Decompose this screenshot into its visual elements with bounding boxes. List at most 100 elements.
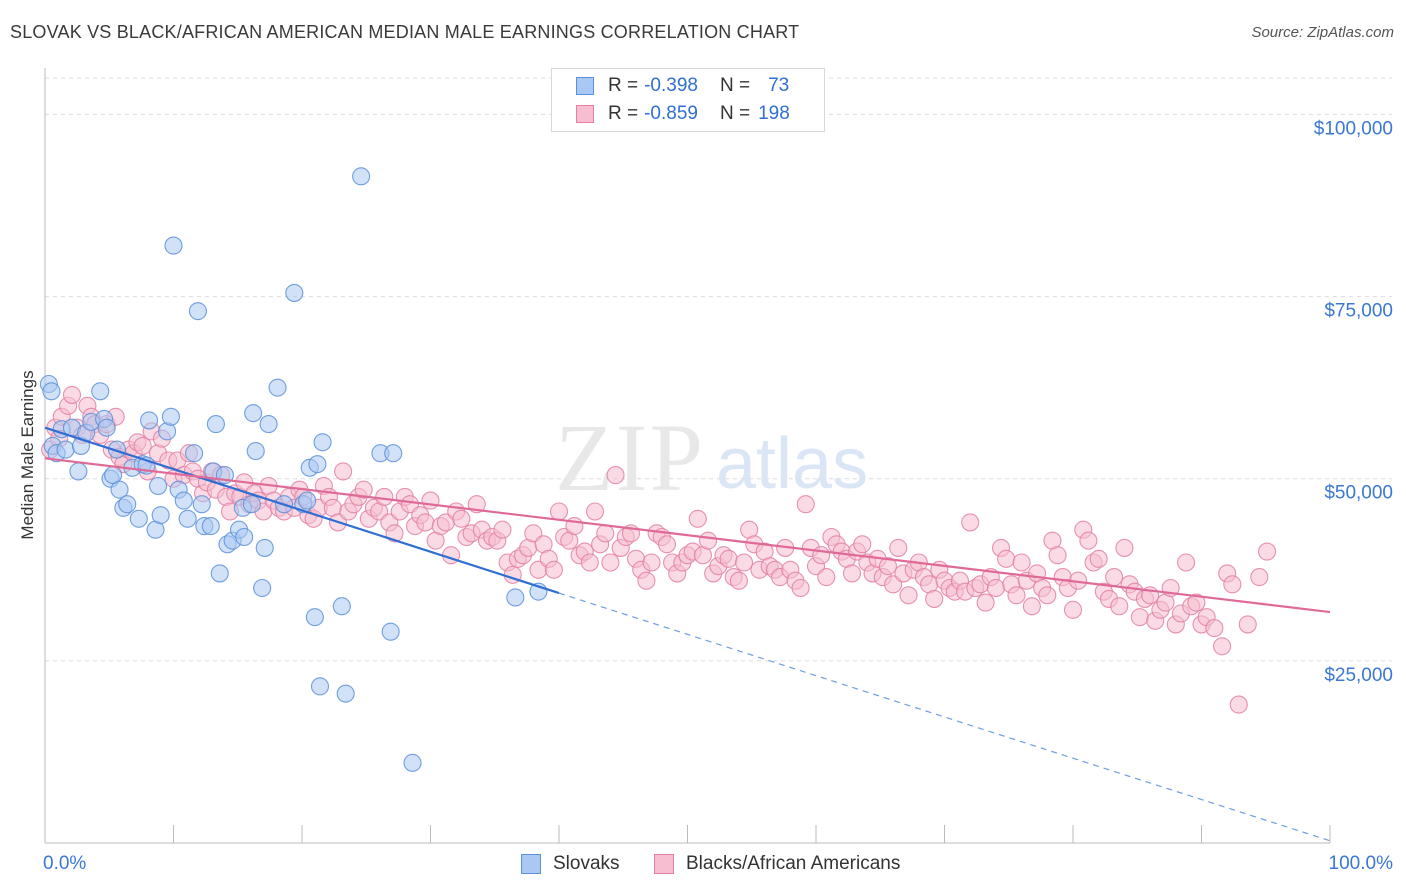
data-point	[796, 495, 815, 514]
data-point	[210, 564, 229, 583]
legend-n-label: N =	[719, 75, 751, 96]
data-point	[298, 491, 317, 510]
data-point	[544, 560, 563, 579]
data-point	[308, 455, 327, 474]
y-tick-labels: $25,000 $50,000 $75,000 $100,000	[1314, 118, 1393, 685]
legend-r-label: R =	[608, 103, 639, 124]
data-point	[246, 441, 265, 461]
data-point	[601, 553, 620, 572]
legend-n-value: 198	[758, 103, 790, 124]
data-point	[310, 677, 330, 696]
data-point	[506, 588, 525, 607]
y-tick-label: $100,000	[1314, 118, 1393, 139]
legend-r-label: R =	[608, 75, 639, 96]
data-point	[242, 495, 261, 514]
data-point	[164, 236, 183, 255]
trendline-slovaks-extension	[558, 592, 1331, 842]
data-point	[268, 378, 287, 397]
data-point	[185, 444, 204, 463]
trend-layer	[44, 426, 1331, 842]
legend-swatch-blacks	[576, 105, 594, 123]
data-point	[1257, 542, 1277, 561]
data-point	[1229, 695, 1248, 714]
y-axis-title: Median Male Earnings	[18, 370, 37, 540]
data-point	[384, 444, 403, 463]
data-point	[354, 480, 373, 499]
data-point	[255, 538, 274, 557]
data-point	[1223, 575, 1242, 594]
data-point	[91, 382, 110, 401]
data-point	[403, 753, 422, 772]
bottom-legend-slovaks: Slovaks	[521, 852, 620, 876]
bottom-legend-label-slovaks: Slovaks	[553, 853, 620, 874]
watermark-zip: ZIP	[555, 404, 705, 511]
data-point	[688, 509, 707, 528]
data-point	[657, 535, 676, 554]
data-point	[853, 535, 872, 554]
data-point	[69, 462, 88, 481]
data-point	[1048, 546, 1067, 565]
data-point	[336, 684, 355, 703]
data-point	[253, 578, 272, 598]
bottom-legend-blacks: Blacks/African Americans	[654, 852, 900, 876]
x-tick-labels: 0.0% 100.0%	[43, 853, 1393, 874]
data-point	[596, 524, 615, 543]
data-point	[580, 553, 599, 572]
data-point	[42, 382, 61, 401]
data-point	[719, 549, 738, 568]
series-layer	[39, 167, 1277, 772]
data-point	[1238, 615, 1257, 634]
data-point	[140, 411, 159, 430]
data-point	[1007, 586, 1026, 605]
source-label: Source: ZipAtlas.com	[1251, 24, 1394, 41]
data-point	[161, 407, 180, 426]
legend-n-label: N =	[719, 103, 751, 124]
data-point	[729, 571, 748, 590]
data-point	[421, 491, 440, 510]
data-point	[1012, 553, 1031, 572]
data-point	[151, 506, 170, 525]
data-point	[637, 571, 656, 590]
data-point	[1205, 619, 1224, 638]
bottom-legend-swatch-slovaks	[521, 854, 541, 874]
data-point	[1105, 568, 1124, 587]
legend-swatch-slovaks	[576, 77, 594, 95]
data-point	[129, 509, 148, 528]
data-point	[313, 433, 332, 452]
data-point	[97, 418, 116, 437]
data-point	[889, 538, 908, 557]
data-point	[997, 549, 1016, 568]
series-slovaks	[39, 167, 548, 772]
x-tick-label: 0.0%	[43, 853, 86, 874]
data-point	[1177, 553, 1196, 572]
data-point	[285, 283, 304, 302]
data-point	[842, 564, 862, 583]
data-point	[385, 524, 404, 543]
data-point	[976, 593, 995, 612]
watermark: ZIP atlas	[555, 404, 868, 511]
data-point	[699, 531, 718, 550]
y-tick-label: $50,000	[1324, 483, 1393, 504]
data-point	[334, 462, 353, 481]
data-point	[734, 553, 754, 572]
trendline-blacks	[44, 457, 1331, 614]
data-point	[201, 517, 220, 536]
data-point	[206, 415, 225, 434]
data-point	[352, 167, 371, 186]
bottom-legend-label-blacks: Blacks/African Americans	[686, 853, 901, 874]
data-point	[174, 491, 193, 510]
data-point	[107, 440, 127, 459]
trendline-slovaks	[44, 426, 560, 595]
data-point	[133, 436, 152, 455]
data-point	[1213, 637, 1232, 656]
data-point	[549, 502, 569, 521]
data-point	[178, 509, 197, 528]
legend-row-blacks: R = -0.859 N = 198	[576, 102, 790, 126]
data-point	[817, 568, 836, 587]
y-tick-label: $75,000	[1324, 301, 1393, 322]
data-point	[899, 586, 918, 605]
data-point	[56, 440, 75, 459]
watermark-atlas: atlas	[716, 424, 868, 504]
legend-n-value: 73	[768, 75, 790, 96]
